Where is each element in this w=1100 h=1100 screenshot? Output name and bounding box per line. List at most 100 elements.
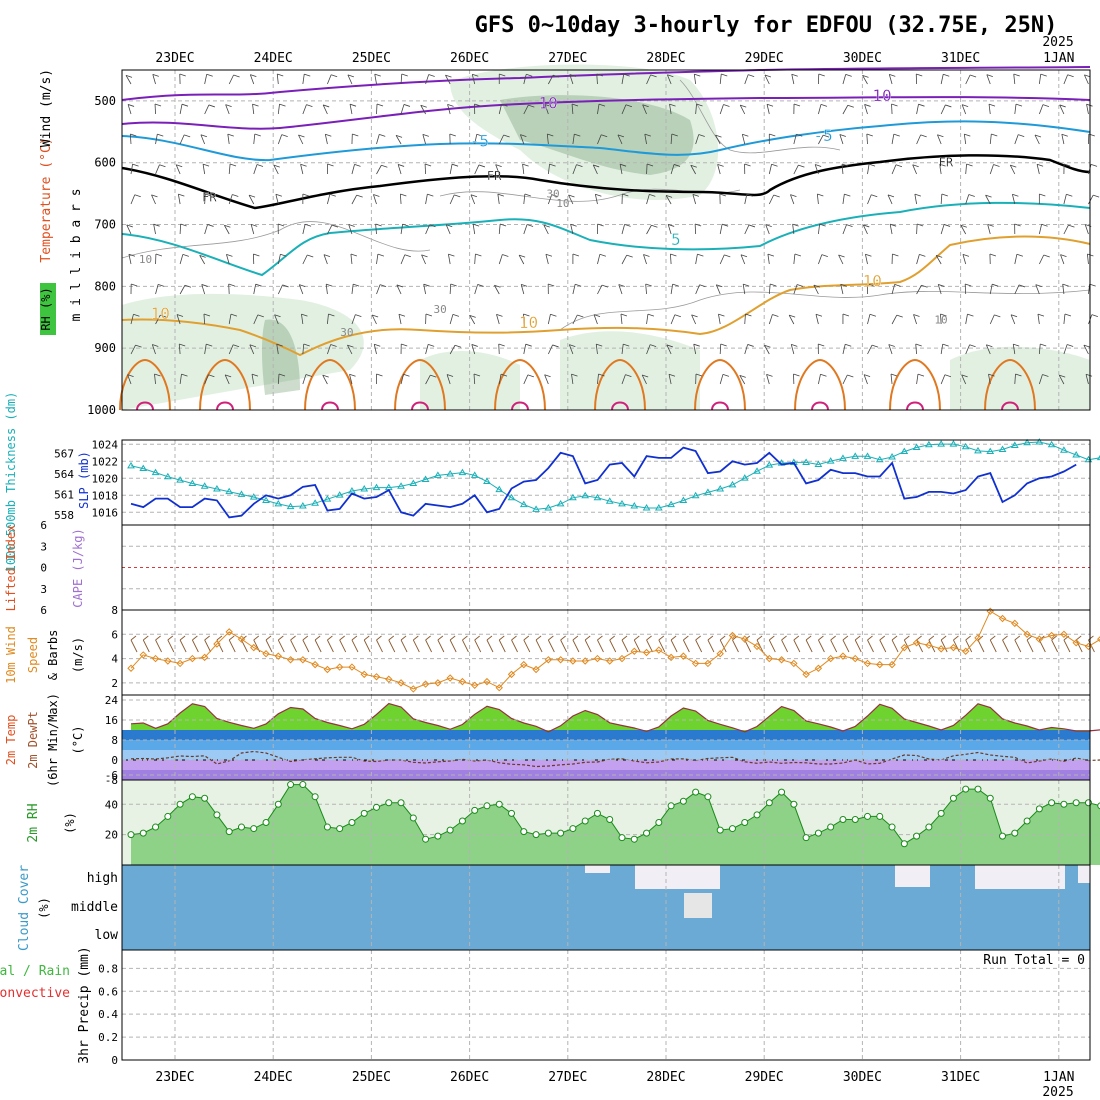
upper-wind-barb (469, 315, 476, 325)
upper-wind-barb (544, 104, 549, 115)
upper-wind-barb (820, 373, 827, 377)
upper-wind-barb (842, 344, 846, 355)
upper-wind-barb (739, 375, 746, 385)
wind-tick: 2 (111, 677, 118, 690)
upper-wind-barb (132, 163, 139, 167)
upper-wind-barb (201, 284, 208, 287)
upper-wind-barb (275, 193, 283, 197)
upper-wind-barb (916, 223, 918, 235)
surface-wind-barb (891, 639, 899, 653)
upper-wind-barb (621, 74, 625, 85)
isotherm-label: 10 (872, 86, 891, 105)
rh-contour-line (679, 79, 841, 154)
wind-speed-point (937, 645, 945, 653)
upper-wind-barb (744, 163, 751, 167)
upper-wind-barb (1067, 344, 1074, 347)
upper-wind-barb (429, 224, 436, 228)
isotherm-label: 10 (863, 271, 882, 290)
upper-wind-barb (891, 164, 897, 175)
upper-wind-barb (277, 284, 283, 295)
upper-wind-barb (766, 374, 770, 385)
upper-wind-barb (277, 223, 285, 227)
upper-wind-barb (226, 254, 233, 257)
upper-wind-barb (618, 284, 625, 287)
temp-unit-label: (°C) (71, 726, 85, 755)
upper-wind-barb (322, 374, 329, 378)
surface-wind-barb (953, 635, 959, 641)
upper-wind-barb (347, 74, 355, 78)
upper-wind-barb (887, 194, 893, 205)
thickness-point (900, 447, 909, 455)
upper-wind-barb (789, 314, 796, 318)
upper-wind-barb (841, 163, 849, 167)
rh-point (213, 811, 221, 819)
wind-speed-point (544, 656, 553, 664)
surface-wind-barb (597, 635, 603, 641)
upper-wind-barb (350, 254, 353, 265)
wind-speed-point (826, 654, 835, 663)
upper-wind-barb (642, 104, 647, 115)
thickness-point (814, 460, 823, 467)
rh-point (962, 785, 970, 793)
rh-point (655, 819, 663, 826)
surface-wind-barb (830, 639, 838, 653)
surface-wind-barb (769, 635, 775, 641)
upper-wind-barb (1093, 194, 1100, 198)
upper-wind-barb (939, 163, 946, 167)
surface-wind-barb (400, 639, 408, 653)
thickness-point (262, 496, 270, 504)
upper-wind-barb (699, 284, 706, 288)
upper-wind-barb (696, 103, 703, 107)
date-label-bottom: 1JAN (1043, 1070, 1074, 1085)
upper-wind-barb (477, 284, 484, 287)
upper-wind-barb (842, 313, 850, 317)
upper-wind-barb (916, 134, 922, 145)
rh-point (1035, 805, 1043, 813)
upper-wind-barb (397, 164, 402, 175)
rh-label: 30 (340, 326, 353, 339)
upper-wind-barb (568, 194, 575, 198)
upper-wind-barb (446, 374, 454, 377)
upper-wind-barb (1085, 374, 1089, 385)
upper-wind-barb (892, 253, 899, 257)
lifted-index-axis-label: Lifted Index (4, 525, 18, 612)
upper-wind-barb (1038, 374, 1043, 385)
rh-point (630, 835, 638, 843)
upper-wind-barb (204, 74, 208, 85)
upper-wind-barb (545, 253, 553, 257)
upper-wind-barb (498, 254, 503, 265)
upper-wind-barb (890, 374, 893, 385)
upper-wind-barb (964, 133, 971, 137)
upper-wind-barb (154, 373, 161, 377)
upper-wind-barb (159, 164, 166, 168)
upper-wind-barb (322, 104, 328, 115)
surface-wind-barb (142, 639, 150, 653)
upper-wind-barb (523, 313, 530, 317)
upper-wind-barb (176, 314, 184, 317)
rh-shading-lower (950, 346, 1090, 410)
surface-wind-barb (597, 639, 604, 653)
surface-wind-barb (486, 635, 493, 641)
surface-wind-barb (904, 635, 910, 641)
surface-wind-barb (437, 639, 445, 653)
surface-wind-barb (572, 635, 579, 641)
upper-wind-barb (598, 373, 605, 377)
wind-speed-point (667, 653, 675, 662)
temp-tick: 8 (111, 734, 118, 747)
rh-point (152, 823, 160, 831)
wind-speed-point (863, 659, 872, 668)
upper-wind-barb (921, 284, 928, 288)
upper-wind-barb (130, 314, 134, 325)
upper-wind-barb (299, 284, 306, 288)
upper-wind-barb (896, 314, 903, 318)
isotherm-label: 10 (519, 313, 538, 332)
upper-wind-barb (889, 74, 896, 77)
surface-wind-barb (302, 635, 309, 641)
surface-wind-barb (204, 635, 210, 641)
thickness-point (286, 502, 295, 510)
upper-wind-barb (254, 133, 261, 137)
date-label-top: 25DEC (352, 51, 391, 66)
wind-speed-point (1072, 639, 1080, 647)
surface-wind-barb (192, 635, 198, 641)
surface-wind-barb (179, 635, 186, 641)
